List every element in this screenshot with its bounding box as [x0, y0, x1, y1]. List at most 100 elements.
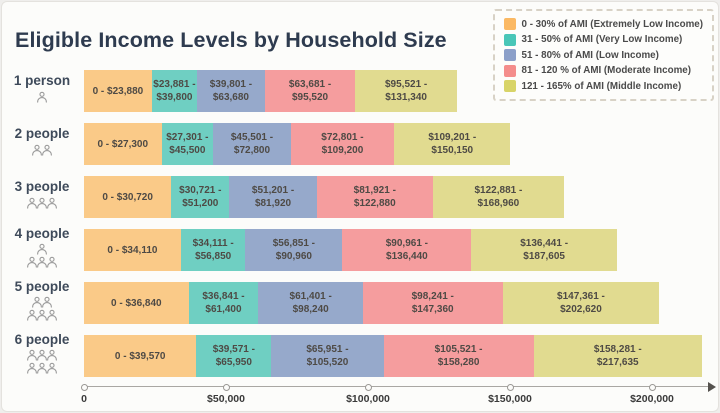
row-label: 6 people [14, 331, 70, 347]
x-axis-line [84, 386, 710, 387]
segment-label: $61,401 - $98,240 [289, 291, 332, 315]
segment-label: $36,841 - $61,400 [202, 291, 245, 315]
row-label-block: 2 people [2, 123, 82, 165]
household-icon-row [32, 143, 52, 161]
person-icon [26, 361, 38, 379]
axis-arrow-icon [708, 382, 716, 392]
segment-label: $30,721 - $51,200 [179, 185, 222, 209]
bar-segment: $81,921 - $122,880 [316, 176, 433, 218]
row-label: 4 people [14, 225, 70, 241]
row-label: 3 people [14, 179, 70, 195]
person-icon [36, 196, 48, 214]
person-icon [36, 255, 48, 273]
row-label-block: 6 people [2, 331, 82, 379]
segment-label: $72,801 - $109,200 [321, 132, 364, 156]
bar-segment: $51,201 - $81,920 [229, 176, 317, 218]
legend-label: 121 - 165% of AMI (Middle Income) [521, 80, 682, 92]
bar-segment: $105,521 - $158,280 [383, 335, 534, 377]
chart-row: 3 people 0 - $30,720 $30,721 - $51,200 $51,2… [2, 176, 720, 218]
bar-segment: $95,521 - $131,340 [355, 70, 457, 112]
bar-segment: $61,401 - $98,240 [258, 282, 363, 324]
chart-title: Eligible Income Levels by Household Size [15, 28, 447, 52]
bar-segment: $65,951 - $105,520 [271, 335, 384, 377]
person-icon [46, 308, 58, 326]
bar-segment: $27,301 - $45,500 [161, 123, 214, 165]
chart-row: 2 people 0 - $27,300 $27,301 - $45,500 $45,5… [2, 123, 720, 165]
segment-label: $39,801 - $63,680 [209, 79, 253, 103]
household-icon-row [27, 308, 57, 326]
person-icon [41, 143, 53, 161]
segment-label: 0 - $23,880 [92, 85, 144, 97]
person-icon [31, 295, 43, 313]
bar-segment: $45,501 - $72,800 [213, 123, 291, 165]
segment-label: $51,201 - $81,920 [251, 185, 295, 209]
axis-tick-label: $200,000 [630, 393, 674, 405]
legend-label: 51 - 80% of AMI (Low Income) [521, 49, 659, 61]
person-icon [36, 361, 48, 379]
bar-segment: $39,801 - $63,680 [197, 70, 265, 112]
bar-segment: $90,961 - $136,440 [342, 229, 472, 271]
chart-row: 5 people 0 - $36,840 $36,841 - $61,400 $61,4… [2, 278, 720, 326]
legend-label: 0 - 30% of AMI (Extremely Low Income) [521, 18, 703, 30]
chart-row: 6 people 0 - $39,570 $39,571 - $65,950 $65,9… [2, 331, 720, 379]
person-icon [36, 308, 48, 326]
household-icon-row [27, 255, 57, 273]
household-icon [27, 196, 57, 214]
person-icon [26, 196, 38, 214]
person-icon [31, 143, 43, 161]
bar-segment: 0 - $34,110 [84, 229, 181, 271]
segment-label: $105,521 - $158,280 [434, 344, 483, 368]
segment-label: $136,441 - $187,605 [520, 238, 569, 262]
person-icon [36, 242, 48, 260]
legend-item: 51 - 80% of AMI (Low Income) [503, 49, 703, 61]
bar-segment: 0 - $39,570 [84, 335, 197, 377]
segment-label: $56,851 - $90,960 [272, 238, 316, 262]
person-icon [41, 295, 53, 313]
bar-segment: $30,721 - $51,200 [171, 176, 230, 218]
axis-tick [648, 383, 656, 391]
segment-label: $39,571 - $65,950 [212, 344, 255, 368]
segment-label: $63,681 - $95,520 [288, 79, 332, 103]
segment-label: $95,521 - $131,340 [384, 79, 428, 103]
person-icon [46, 348, 58, 366]
legend-swatch [503, 64, 516, 77]
axis-tick [506, 383, 514, 391]
axis-tick [364, 383, 372, 391]
segment-label: 0 - $39,570 [114, 350, 166, 362]
segment-label: $98,241 - $147,360 [411, 291, 454, 315]
household-icon [27, 348, 57, 379]
axis-tick [222, 383, 230, 391]
row-label-block: 5 people [2, 278, 82, 326]
household-icon-row [32, 295, 52, 313]
axis-tick-label: $150,000 [488, 393, 532, 405]
segment-label: 0 - $27,300 [97, 138, 149, 150]
bar-segment: $147,361 - $202,620 [502, 282, 660, 324]
bar-segment: $39,571 - $65,950 [196, 335, 272, 377]
row-label-block: 4 people [2, 225, 82, 273]
person-icon [26, 308, 38, 326]
row-label: 2 people [14, 126, 70, 142]
person-icon [46, 196, 58, 214]
segment-label: $90,961 - $136,440 [385, 238, 429, 262]
segment-label: $45,501 - $72,800 [230, 132, 274, 156]
person-icon [36, 348, 48, 366]
bar-segment: $158,281 - $217,635 [533, 335, 703, 377]
legend-swatch [503, 80, 516, 92]
row-label: 1 person [13, 73, 71, 89]
bar-segment: 0 - $23,880 [84, 70, 152, 112]
person-icon [36, 90, 48, 108]
household-icon [27, 242, 57, 273]
row-label: 5 people [14, 278, 70, 294]
bar-segment: $136,441 - $187,605 [471, 229, 617, 271]
segment-label: $158,281 - $217,635 [593, 344, 642, 368]
axis-tick-label: 0 [81, 393, 87, 405]
legend: 0 - 30% of AMI (Extremely Low Income) 31 … [492, 9, 714, 101]
segment-label: $122,881 - $168,960 [474, 185, 523, 209]
row-label-block: 1 person [2, 70, 82, 112]
person-icon [26, 255, 38, 273]
household-icon-row [37, 242, 47, 260]
bar-segment: $56,851 - $90,960 [245, 229, 343, 271]
segment-label: 0 - $30,720 [102, 191, 153, 203]
axis-tick [80, 383, 88, 391]
